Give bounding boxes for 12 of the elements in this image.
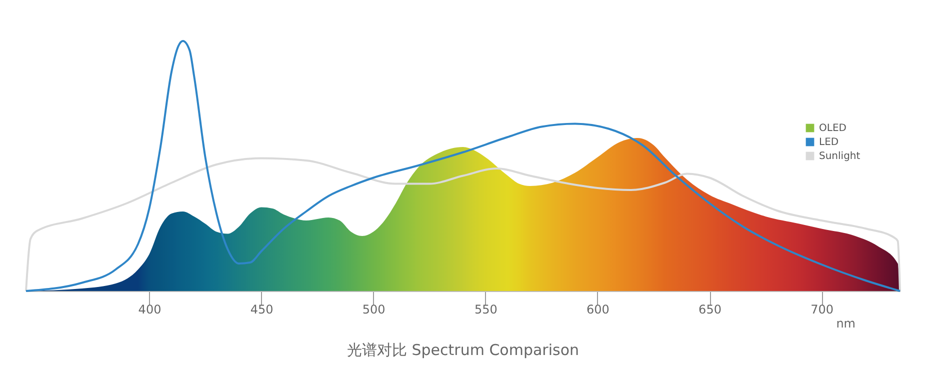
x-tick-label: 700 [810,302,834,316]
x-tick-label: 600 [586,302,610,316]
x-axis-title: nm [836,316,856,330]
x-tick-label: 650 [698,302,722,316]
text: 光谱对比 Spectrum Comparison [346,341,580,359]
x-tick-label: 400 [138,302,162,316]
x-tick-label: 550 [474,302,498,316]
x-tick-label: 450 [250,302,274,316]
legend-label: OLED [819,123,847,134]
legend-label: Sunlight [819,151,860,162]
x-tick-label: 500 [362,302,386,316]
legend-label: LED [819,137,839,148]
